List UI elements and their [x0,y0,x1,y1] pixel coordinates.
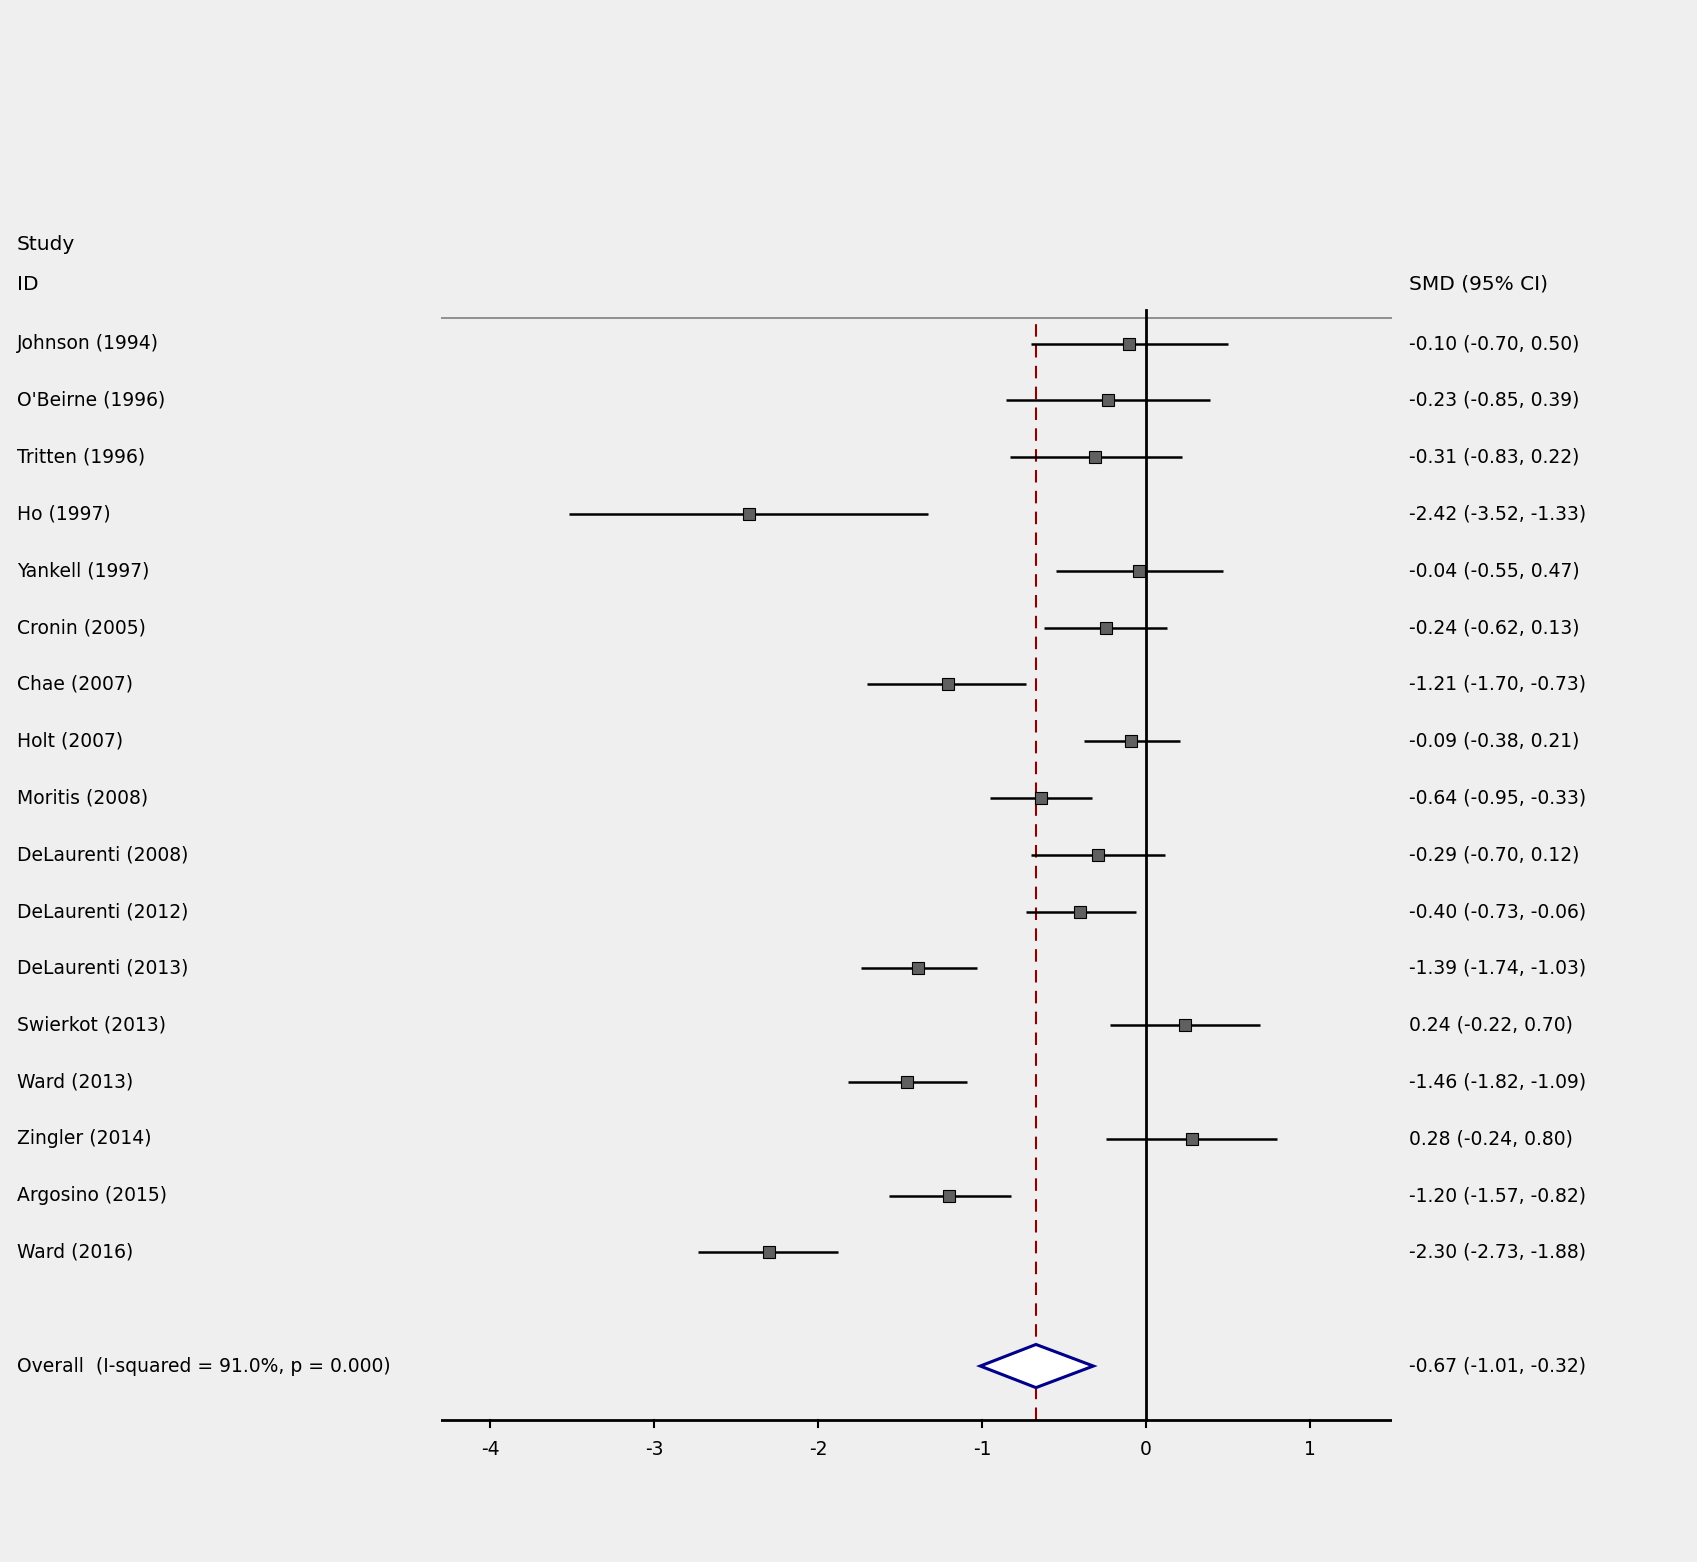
Text: Ward (2016): Ward (2016) [17,1243,134,1262]
Text: -1.46 (-1.82, -1.09): -1.46 (-1.82, -1.09) [1409,1073,1585,1092]
Text: Johnson (1994): Johnson (1994) [17,334,160,353]
Text: -0.10 (-0.70, 0.50): -0.10 (-0.70, 0.50) [1409,334,1578,353]
Text: ID: ID [17,275,39,294]
Text: DeLaurenti (2012): DeLaurenti (2012) [17,903,188,922]
Text: Ho (1997): Ho (1997) [17,505,110,523]
Polygon shape [981,1345,1093,1387]
Text: -0.23 (-0.85, 0.39): -0.23 (-0.85, 0.39) [1409,390,1578,409]
Text: DeLaurenti (2013): DeLaurenti (2013) [17,959,188,978]
Text: Zingler (2014): Zingler (2014) [17,1129,151,1148]
Text: 1: 1 [1303,1440,1315,1459]
Text: -2.42 (-3.52, -1.33): -2.42 (-3.52, -1.33) [1409,505,1585,523]
Text: -0.24 (-0.62, 0.13): -0.24 (-0.62, 0.13) [1409,619,1578,637]
Text: -1.20 (-1.57, -0.82): -1.20 (-1.57, -0.82) [1409,1186,1585,1206]
Text: -1.21 (-1.70, -0.73): -1.21 (-1.70, -0.73) [1409,675,1585,694]
Text: Overall  (I-squared = 91.0%, p = 0.000): Overall (I-squared = 91.0%, p = 0.000) [17,1356,390,1376]
Text: -2.30 (-2.73, -1.88): -2.30 (-2.73, -1.88) [1409,1243,1585,1262]
Text: Cronin (2005): Cronin (2005) [17,619,146,637]
Text: Argosino (2015): Argosino (2015) [17,1186,166,1206]
Text: -4: -4 [480,1440,499,1459]
Text: -0.67 (-1.01, -0.32): -0.67 (-1.01, -0.32) [1409,1356,1585,1376]
Text: -0.09 (-0.38, 0.21): -0.09 (-0.38, 0.21) [1409,731,1578,751]
Text: -1: -1 [972,1440,991,1459]
Text: -3: -3 [645,1440,664,1459]
Text: -2: -2 [809,1440,828,1459]
Text: Swierkot (2013): Swierkot (2013) [17,1015,166,1034]
Text: 0.24 (-0.22, 0.70): 0.24 (-0.22, 0.70) [1409,1015,1573,1034]
Text: O'Beirne (1996): O'Beirne (1996) [17,390,165,409]
Text: Yankell (1997): Yankell (1997) [17,561,149,581]
Text: Holt (2007): Holt (2007) [17,731,124,751]
Text: Tritten (1996): Tritten (1996) [17,448,146,467]
Text: -0.31 (-0.83, 0.22): -0.31 (-0.83, 0.22) [1409,448,1578,467]
Text: Moritis (2008): Moritis (2008) [17,789,148,808]
Text: DeLaurenti (2008): DeLaurenti (2008) [17,845,188,864]
Text: -0.29 (-0.70, 0.12): -0.29 (-0.70, 0.12) [1409,845,1578,864]
Text: 0.28 (-0.24, 0.80): 0.28 (-0.24, 0.80) [1409,1129,1573,1148]
Text: -0.40 (-0.73, -0.06): -0.40 (-0.73, -0.06) [1409,903,1585,922]
Text: Ward (2013): Ward (2013) [17,1073,134,1092]
Text: -0.64 (-0.95, -0.33): -0.64 (-0.95, -0.33) [1409,789,1585,808]
Text: -0.04 (-0.55, 0.47): -0.04 (-0.55, 0.47) [1409,561,1580,581]
Text: -1.39 (-1.74, -1.03): -1.39 (-1.74, -1.03) [1409,959,1585,978]
Text: Chae (2007): Chae (2007) [17,675,132,694]
Text: Study: Study [17,234,75,253]
Text: SMD (95% CI): SMD (95% CI) [1409,275,1548,294]
Text: 0: 0 [1140,1440,1152,1459]
